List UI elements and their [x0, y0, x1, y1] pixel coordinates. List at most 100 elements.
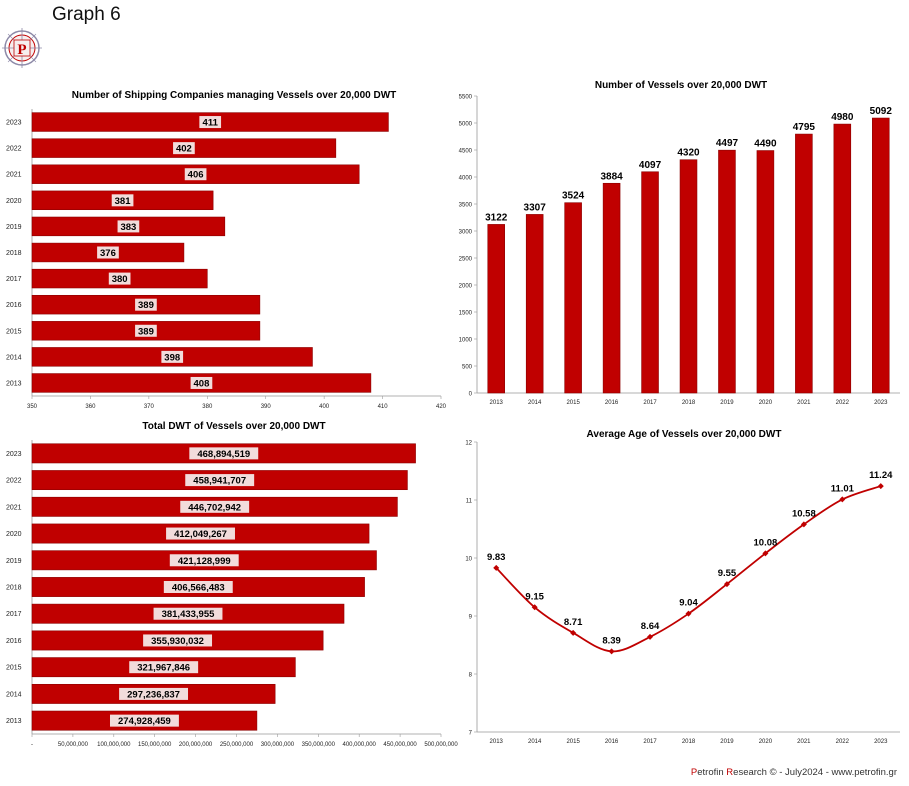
bar-value-label: 297,236,837	[127, 689, 180, 700]
bar-value-label: 5092	[870, 106, 893, 117]
bar-value-label: 274,928,459	[118, 716, 171, 727]
x-tick-label: 300,000,000	[261, 742, 295, 748]
footer-part2: esearch © - July2024 - www.petrofin.gr	[733, 767, 897, 778]
y-tick-label: 500	[462, 365, 473, 371]
x-tick-label: 400,000,000	[343, 742, 377, 748]
data-point-label: 8.71	[564, 617, 583, 628]
y-tick-label: 2020	[6, 198, 22, 205]
bar-value-label: 4490	[754, 139, 777, 150]
bar-value-label-bg	[143, 634, 213, 647]
x-tick-label: 370	[144, 404, 155, 410]
data-point	[570, 629, 577, 636]
bar	[641, 171, 659, 394]
y-tick-label: 2013	[6, 718, 22, 725]
y-tick-label: 12	[465, 441, 472, 447]
bar-value-label: 421,128,999	[178, 556, 231, 567]
y-tick-label: 2014	[6, 354, 22, 361]
x-tick-label: 400	[319, 404, 330, 410]
data-point-label: 11.24	[869, 470, 893, 481]
bar-value-label-bg	[97, 246, 119, 259]
y-tick-label: 2018	[6, 250, 22, 257]
footer-part1: etrofin	[697, 767, 727, 778]
bar	[718, 149, 736, 394]
bar-value-label: 4097	[639, 160, 662, 171]
data-point	[493, 564, 500, 571]
bar-value-label-bg	[173, 142, 195, 155]
data-point	[762, 550, 769, 557]
x-tick-label: 390	[261, 404, 272, 410]
y-tick-label: 9	[469, 615, 473, 621]
y-tick-label: 1000	[459, 338, 473, 344]
bar-value-label: 408	[194, 378, 210, 389]
bar-value-label-bg	[153, 607, 223, 620]
x-tick-label: 2013	[490, 739, 504, 745]
x-tick-label: 2015	[566, 739, 580, 745]
chart-average-age: Average Age of Vessels over 20,000 DWT 7…	[465, 429, 900, 745]
bar	[602, 182, 621, 394]
bar-value-label: 4497	[716, 138, 739, 149]
bar-value-label: 381,433,955	[162, 609, 216, 620]
bar-value-label: 468,894,519	[197, 449, 250, 460]
x-tick-label: 2020	[759, 400, 773, 406]
bar-value-label: 406,566,483	[172, 583, 225, 594]
x-tick-label: 350,000,000	[302, 742, 336, 748]
bar-value-label: 4795	[793, 122, 816, 133]
bar-value-label-bg	[180, 500, 250, 513]
bar-value-label: 321,967,846	[137, 663, 190, 674]
bar-value-label: 3884	[600, 171, 623, 182]
y-tick-label: 2021	[6, 172, 22, 179]
y-tick-label: 1500	[459, 311, 473, 317]
y-tick-label: 7	[469, 731, 473, 737]
chart-total-dwt: Total DWT of Vessels over 20,000 DWT - 50…	[6, 421, 458, 748]
data-point-label: 9.04	[679, 598, 698, 609]
x-tick-label: 2014	[528, 400, 542, 406]
data-point	[647, 633, 654, 640]
footer-r: R	[726, 767, 734, 778]
y-tick-label: 2016	[6, 638, 22, 645]
chart-title: Total DWT of Vessels over 20,000 DWT	[142, 421, 325, 432]
bar-value-label-bg	[119, 687, 189, 700]
bar-value-label: 3307	[524, 202, 547, 213]
y-tick-label: 5000	[459, 122, 473, 128]
bar-value-label: 3524	[562, 191, 585, 202]
x-tick-label: 2014	[528, 739, 542, 745]
y-tick-label: 2018	[6, 585, 22, 592]
bar-value-label: 355,930,032	[151, 636, 204, 647]
x-tick-label: 2017	[643, 739, 657, 745]
bar-value-label-bg	[189, 447, 259, 460]
bar-value-label: 412,049,267	[174, 529, 227, 540]
data-point-label: 10.58	[792, 508, 816, 519]
bar	[756, 150, 775, 394]
y-tick-label: 2019	[6, 224, 22, 231]
bar-value-label: 4320	[677, 148, 700, 159]
logo-letter: P	[17, 42, 26, 58]
x-tick-label: 2022	[836, 400, 850, 406]
bar-value-label-bg	[129, 661, 199, 674]
data-point-label: 9.55	[718, 568, 737, 579]
bar-value-label-bg	[108, 272, 131, 285]
bar-value-label: 381	[115, 196, 132, 207]
x-tick-label: 100,000,000	[97, 742, 131, 748]
data-point-label: 9.83	[487, 552, 506, 563]
x-tick-label: 2017	[643, 400, 657, 406]
x-tick-label: 350	[27, 404, 38, 410]
y-tick-label: 0	[469, 392, 473, 398]
bar	[679, 159, 698, 394]
y-tick-label: 4000	[459, 176, 473, 182]
bar-value-label-bg	[190, 376, 213, 389]
y-tick-label: 5500	[459, 95, 473, 101]
data-point-label: 9.15	[525, 591, 544, 602]
y-tick-label: 2023	[6, 451, 22, 458]
y-tick-label: 3500	[459, 203, 473, 209]
y-tick-label: 2017	[6, 276, 22, 283]
bar-value-label: 411	[203, 118, 219, 129]
data-point	[839, 496, 846, 503]
bar-value-label-bg	[199, 116, 222, 129]
x-tick-label: 2021	[797, 400, 811, 406]
x-tick-label: 450,000,000	[383, 742, 417, 748]
bar-value-label: 389	[138, 326, 154, 337]
bar-value-label-bg	[111, 194, 134, 207]
x-tick-label: 380	[202, 404, 213, 410]
x-tick-label: 2023	[874, 739, 888, 745]
y-tick-label: 2015	[6, 328, 22, 335]
